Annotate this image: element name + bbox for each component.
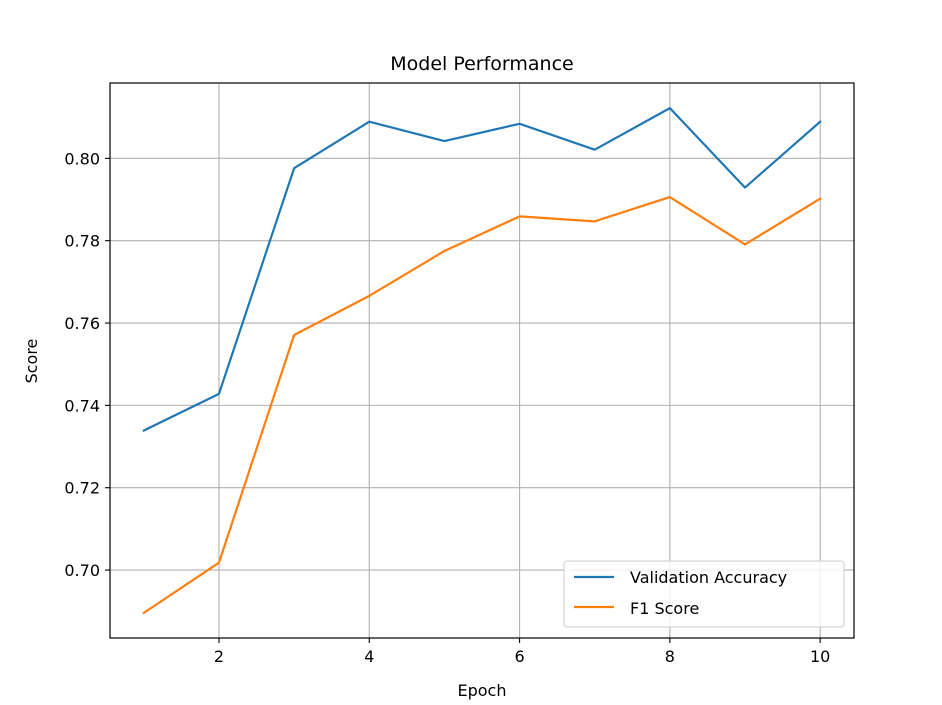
grid-layer	[110, 83, 854, 638]
chart-title: Model Performance	[390, 53, 574, 75]
y-tick-label: 0.72	[64, 479, 100, 498]
x-tick-label: 4	[364, 647, 374, 666]
x-tick-label: 2	[214, 647, 224, 666]
plot-frame	[109, 82, 855, 639]
legend-label-f1-score: F1 Score	[630, 599, 699, 618]
series-layer	[142, 107, 822, 615]
y-tick-label: 0.76	[64, 314, 100, 333]
y-tick-label: 0.70	[64, 561, 100, 580]
legend-box	[563, 560, 845, 628]
tick-layer: 2 4 6 8 10 0.70 0.72 0.74 0.76 0.78 0.80	[64, 149, 830, 666]
y-tick-label: 0.80	[64, 149, 100, 168]
series-line-validation-accuracy	[142, 107, 822, 432]
y-axis-label: Score	[22, 339, 41, 384]
x-tick-label: 8	[665, 647, 675, 666]
y-tick-label: 0.74	[64, 396, 100, 415]
legend: Validation Accuracy F1 Score	[563, 560, 845, 628]
x-tick-label: 10	[810, 647, 830, 666]
series-line-f1-score	[142, 195, 822, 615]
plot-area	[110, 83, 854, 638]
x-axis-label: Epoch	[458, 681, 507, 700]
x-tick-label: 6	[514, 647, 524, 666]
legend-label-validation-accuracy: Validation Accuracy	[630, 568, 787, 587]
y-tick-label: 0.78	[64, 232, 100, 251]
